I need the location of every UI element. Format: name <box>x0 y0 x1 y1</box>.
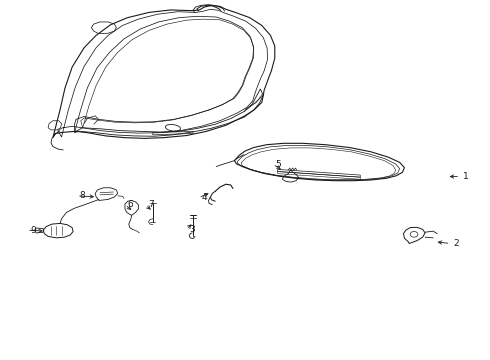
Text: 6: 6 <box>128 200 134 209</box>
Text: 5: 5 <box>276 159 281 168</box>
Text: 1: 1 <box>463 172 469 181</box>
Text: 2: 2 <box>453 239 459 248</box>
Text: 3: 3 <box>189 225 195 234</box>
Text: 4: 4 <box>201 193 207 202</box>
Text: 7: 7 <box>148 200 154 209</box>
Text: 8: 8 <box>80 192 86 201</box>
Text: 9: 9 <box>30 226 36 235</box>
